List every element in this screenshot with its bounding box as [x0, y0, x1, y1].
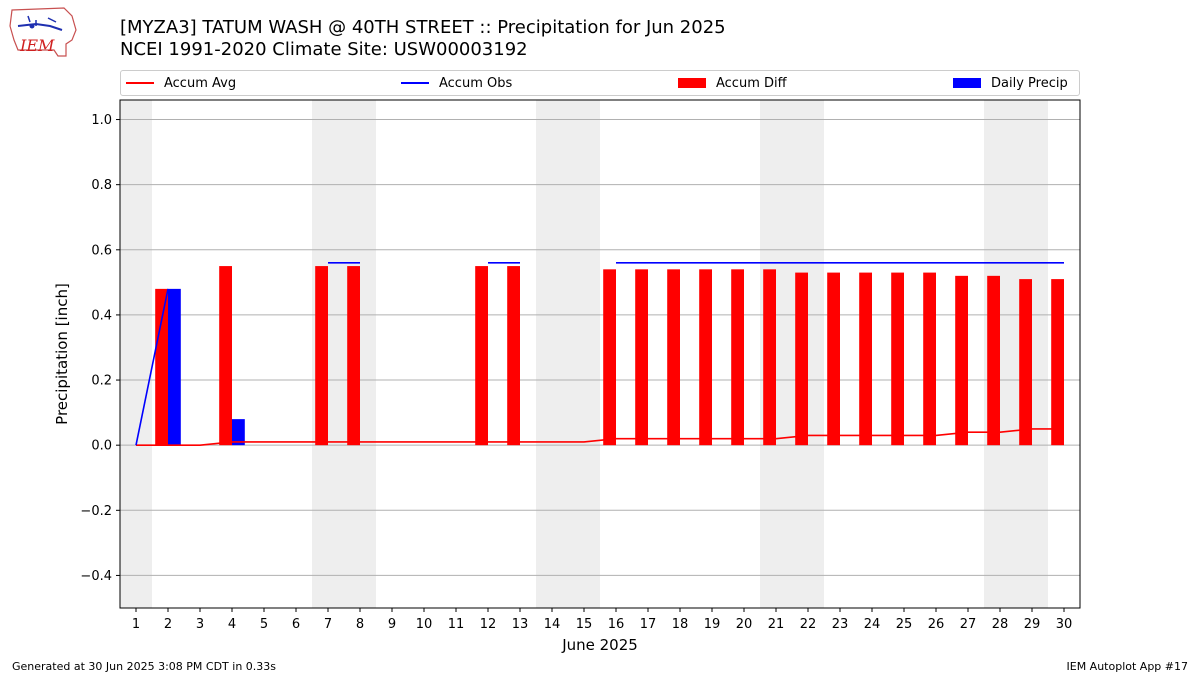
x-tick-label: 28 [992, 617, 1009, 632]
x-tick-label: 30 [1056, 617, 1073, 632]
accum-diff-bar [219, 266, 232, 446]
legend-label-accum-diff: Accum Diff [716, 75, 787, 91]
accum-diff-bar [795, 272, 808, 446]
x-tick-label: 7 [324, 617, 332, 632]
x-tick-label: 8 [356, 617, 364, 632]
accum-diff-bar [891, 272, 904, 446]
y-axis-label: Precipitation [inch] [53, 283, 71, 425]
x-tick-label: 27 [960, 617, 977, 632]
legend-item-daily-precip: Daily Precip [953, 71, 1068, 95]
y-tick-label: 0.4 [91, 308, 112, 323]
y-tick-label: −0.2 [80, 504, 112, 519]
accum-diff-bar [1051, 279, 1064, 446]
x-tick-label: 24 [864, 617, 881, 632]
iem-logo: IEM [6, 4, 82, 64]
legend-label-daily-precip: Daily Precip [991, 75, 1068, 91]
chart-title: [MYZA3] TATUM WASH @ 40TH STREET :: Prec… [120, 17, 726, 38]
accum-diff-bar [635, 269, 648, 446]
x-tick-label: 5 [260, 617, 268, 632]
x-tick-label: 18 [672, 617, 689, 632]
accum-diff-bar [699, 269, 712, 446]
plot-frame [119, 99, 1081, 609]
x-tick-label: 10 [416, 617, 433, 632]
x-tick-label: 4 [228, 617, 236, 632]
y-tick-label: 0.6 [91, 243, 112, 258]
x-tick-label: 12 [480, 617, 497, 632]
legend-item-accum-obs: Accum Obs [401, 71, 512, 95]
x-tick-label: 20 [736, 617, 753, 632]
accum-diff-bar [763, 269, 776, 446]
legend-swatch-daily-precip [953, 78, 981, 88]
accum-diff-bar [507, 266, 520, 446]
legend-item-accum-avg: Accum Avg [126, 71, 236, 95]
legend-label-accum-obs: Accum Obs [439, 75, 513, 91]
weekend-shade-2 [536, 100, 600, 608]
x-tick-label: 13 [512, 617, 529, 632]
y-tick-label: 0.2 [91, 374, 112, 389]
x-tick-label: 1 [132, 617, 140, 632]
legend-swatch-accum-avg [126, 82, 154, 84]
x-tick-label: 14 [544, 617, 561, 632]
accum-diff-bar [955, 275, 968, 446]
legend-swatch-accum-obs [401, 82, 429, 84]
y-tick-label: 1.0 [91, 113, 112, 128]
legend-item-accum-diff: Accum Diff [678, 71, 787, 95]
accum-diff-bar [155, 288, 168, 446]
accum-diff-bar [347, 266, 360, 446]
x-tick-label: 16 [608, 617, 625, 632]
x-axis-label: June 2025 [561, 636, 638, 654]
x-tick-label: 25 [896, 617, 913, 632]
daily-precip-bar [168, 288, 181, 446]
accum-diff-bar [315, 266, 328, 446]
autoplot-app-label: IEM Autoplot App #17 [1066, 660, 1189, 673]
chart-subtitle: NCEI 1991-2020 Climate Site: USW00003192 [120, 39, 528, 60]
accum-diff-bar [667, 269, 680, 446]
chart-legend: Accum Avg Accum Obs Accum Diff Daily Pre… [120, 70, 1080, 96]
generated-timestamp: Generated at 30 Jun 2025 3:08 PM CDT in … [12, 660, 277, 673]
legend-label-accum-avg: Accum Avg [164, 75, 237, 91]
y-tick-label: 0.8 [91, 178, 112, 193]
x-tick-label: 9 [388, 617, 396, 632]
accum-diff-bar [603, 269, 616, 446]
accum-diff-bar [1019, 279, 1032, 446]
x-tick-label: 23 [832, 617, 849, 632]
x-tick-label: 15 [576, 617, 593, 632]
weekend-shade-0 [120, 100, 152, 608]
accum-avg-line [136, 428, 1064, 446]
x-tick-label: 26 [928, 617, 945, 632]
daily-precip-bar [232, 419, 245, 446]
x-tick-label: 29 [1024, 617, 1041, 632]
accum-obs-line [135, 288, 169, 446]
y-tick-label: 0.0 [91, 439, 112, 454]
legend-swatch-accum-diff [678, 78, 706, 88]
x-tick-label: 21 [768, 617, 785, 632]
accum-diff-bar [827, 272, 840, 446]
accum-diff-bar [731, 269, 744, 446]
accum-diff-bar [987, 275, 1000, 446]
accum-diff-bar [475, 266, 488, 446]
accum-diff-bar [923, 272, 936, 446]
x-tick-label: 22 [800, 617, 817, 632]
x-tick-label: 2 [164, 617, 172, 632]
accum-diff-bar [859, 272, 872, 446]
x-tick-label: 19 [704, 617, 721, 632]
x-tick-label: 3 [196, 617, 204, 632]
x-tick-label: 6 [292, 617, 300, 632]
x-tick-label: 11 [448, 617, 465, 632]
y-tick-label: −0.4 [80, 569, 112, 584]
logo-text: IEM [19, 36, 55, 55]
x-tick-label: 17 [640, 617, 657, 632]
